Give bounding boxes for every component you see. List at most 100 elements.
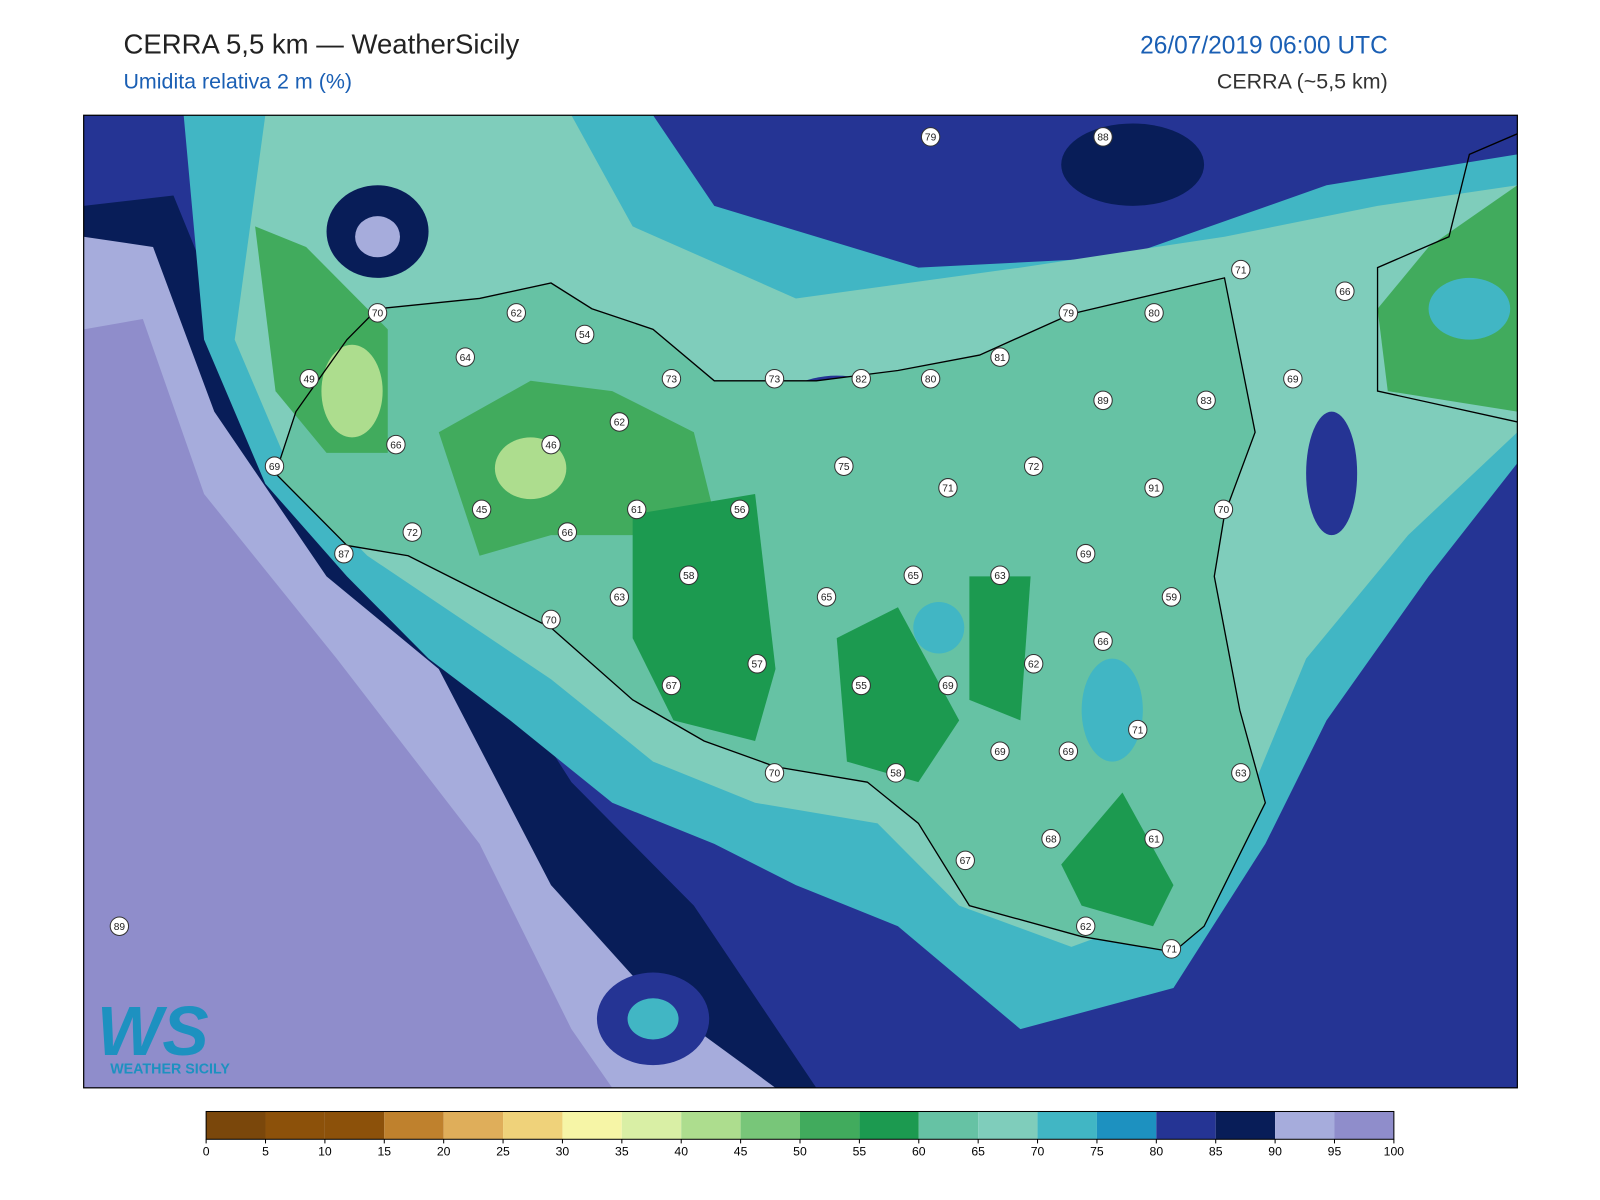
station-value: 70: [372, 309, 384, 320]
station-value: 67: [960, 856, 972, 867]
colorbar-tick-label: 15: [377, 1145, 391, 1159]
colorbar-bin: [918, 1111, 979, 1140]
station: 66: [1093, 631, 1113, 651]
station-value: 58: [890, 769, 902, 780]
station: 66: [386, 434, 406, 455]
station-marker: [264, 456, 285, 476]
colorbar-tick-label: 100: [1384, 1145, 1405, 1159]
station: 83: [1196, 390, 1216, 411]
colorbar-bin: [800, 1111, 860, 1140]
colorbar-tick-label: 85: [1209, 1145, 1223, 1159]
station-value: 89: [114, 922, 126, 933]
station: 65: [816, 587, 837, 607]
station-marker: [557, 522, 578, 542]
colorbar-tick-label: 0: [203, 1145, 210, 1159]
station: 73: [764, 368, 785, 389]
station: 75: [834, 456, 854, 476]
colorbar-tick-label: 70: [1031, 1145, 1045, 1159]
station-value: 61: [1148, 834, 1160, 845]
station-value: 61: [631, 505, 643, 516]
station-marker: [816, 587, 837, 607]
station: 62: [1076, 916, 1096, 937]
station: 66: [1335, 281, 1355, 302]
station-value: 75: [838, 462, 850, 473]
colorbar-bin: [978, 1111, 1038, 1140]
station-marker: [1231, 763, 1251, 783]
station-value: 83: [1200, 396, 1212, 407]
station-marker: [1093, 390, 1113, 411]
station-value: 49: [304, 374, 316, 385]
station-marker: [109, 916, 130, 937]
map-frame: [83, 114, 1518, 1089]
station: 91: [1144, 478, 1164, 498]
date: 26/07/2019 06:00 UTC: [1140, 32, 1388, 59]
station-value: 79: [1063, 309, 1075, 320]
colorbar-tick-label: 50: [793, 1145, 807, 1159]
station-value: 69: [942, 681, 954, 692]
station: 61: [1144, 828, 1164, 849]
station-marker: [627, 499, 647, 520]
station: 63: [990, 565, 1010, 586]
station: 89: [109, 916, 130, 937]
station-value: 88: [1097, 133, 1109, 144]
station: 59: [1161, 587, 1182, 607]
station-marker: [1076, 916, 1096, 937]
station-marker: [575, 324, 595, 345]
station-marker: [955, 850, 975, 871]
station-value: 62: [614, 418, 626, 429]
station: 79: [1058, 303, 1079, 323]
station: 62: [609, 412, 630, 432]
station-value: 71: [1132, 725, 1144, 736]
station: 58: [679, 565, 699, 586]
station: 71: [1128, 719, 1148, 740]
station-marker: [903, 565, 923, 586]
station-value: 45: [476, 505, 488, 516]
colorbar-bin: [740, 1111, 800, 1140]
station-marker: [1076, 543, 1096, 564]
station: 69: [938, 675, 958, 696]
station: 49: [299, 368, 319, 389]
station-value: 91: [1148, 484, 1160, 495]
colorbar-tick-label: 30: [556, 1145, 570, 1159]
station-value: 66: [390, 440, 402, 451]
station-marker: [1196, 390, 1216, 411]
colorbar-bin: [1156, 1111, 1216, 1140]
station-value: 68: [1045, 834, 1057, 845]
station-marker: [334, 543, 354, 564]
station-value: 46: [545, 440, 557, 451]
station-value: 72: [407, 528, 419, 539]
colorbar-bin: [324, 1111, 385, 1140]
station: 66: [557, 522, 578, 542]
station-marker: [938, 478, 958, 498]
station-value: 71: [1235, 265, 1247, 276]
station-marker: [730, 499, 750, 520]
station: 69: [1283, 368, 1303, 389]
logo-letters: WS: [97, 992, 209, 1070]
station: 63: [1231, 763, 1251, 783]
station-marker: [1058, 303, 1079, 323]
station-value: 71: [942, 484, 954, 495]
colorbar-tick-label: 20: [437, 1145, 451, 1159]
colorbar-bin: [206, 1111, 266, 1140]
station: 71: [938, 478, 958, 498]
colorbar-tick-label: 10: [318, 1145, 332, 1159]
station-value: 55: [856, 681, 868, 692]
station: 70: [541, 609, 561, 630]
station-value: 58: [683, 571, 695, 582]
station: 72: [402, 522, 422, 542]
station-marker: [1161, 939, 1182, 959]
station-marker: [764, 368, 785, 389]
station-marker: [990, 347, 1010, 367]
map-field: WS WEATHER SICILY 79 88 71 66 70 62 54 79 80 64 81…: [83, 115, 1518, 1088]
station-marker: [1161, 587, 1182, 607]
station-value: 73: [666, 374, 678, 385]
colorbar-tick-label: 35: [615, 1145, 629, 1159]
station-value: 69: [1080, 549, 1092, 560]
station-marker: [661, 368, 682, 389]
station-marker: [1335, 281, 1355, 302]
station: 69: [264, 456, 285, 476]
station-marker: [1144, 303, 1164, 323]
station: 45: [471, 499, 492, 520]
